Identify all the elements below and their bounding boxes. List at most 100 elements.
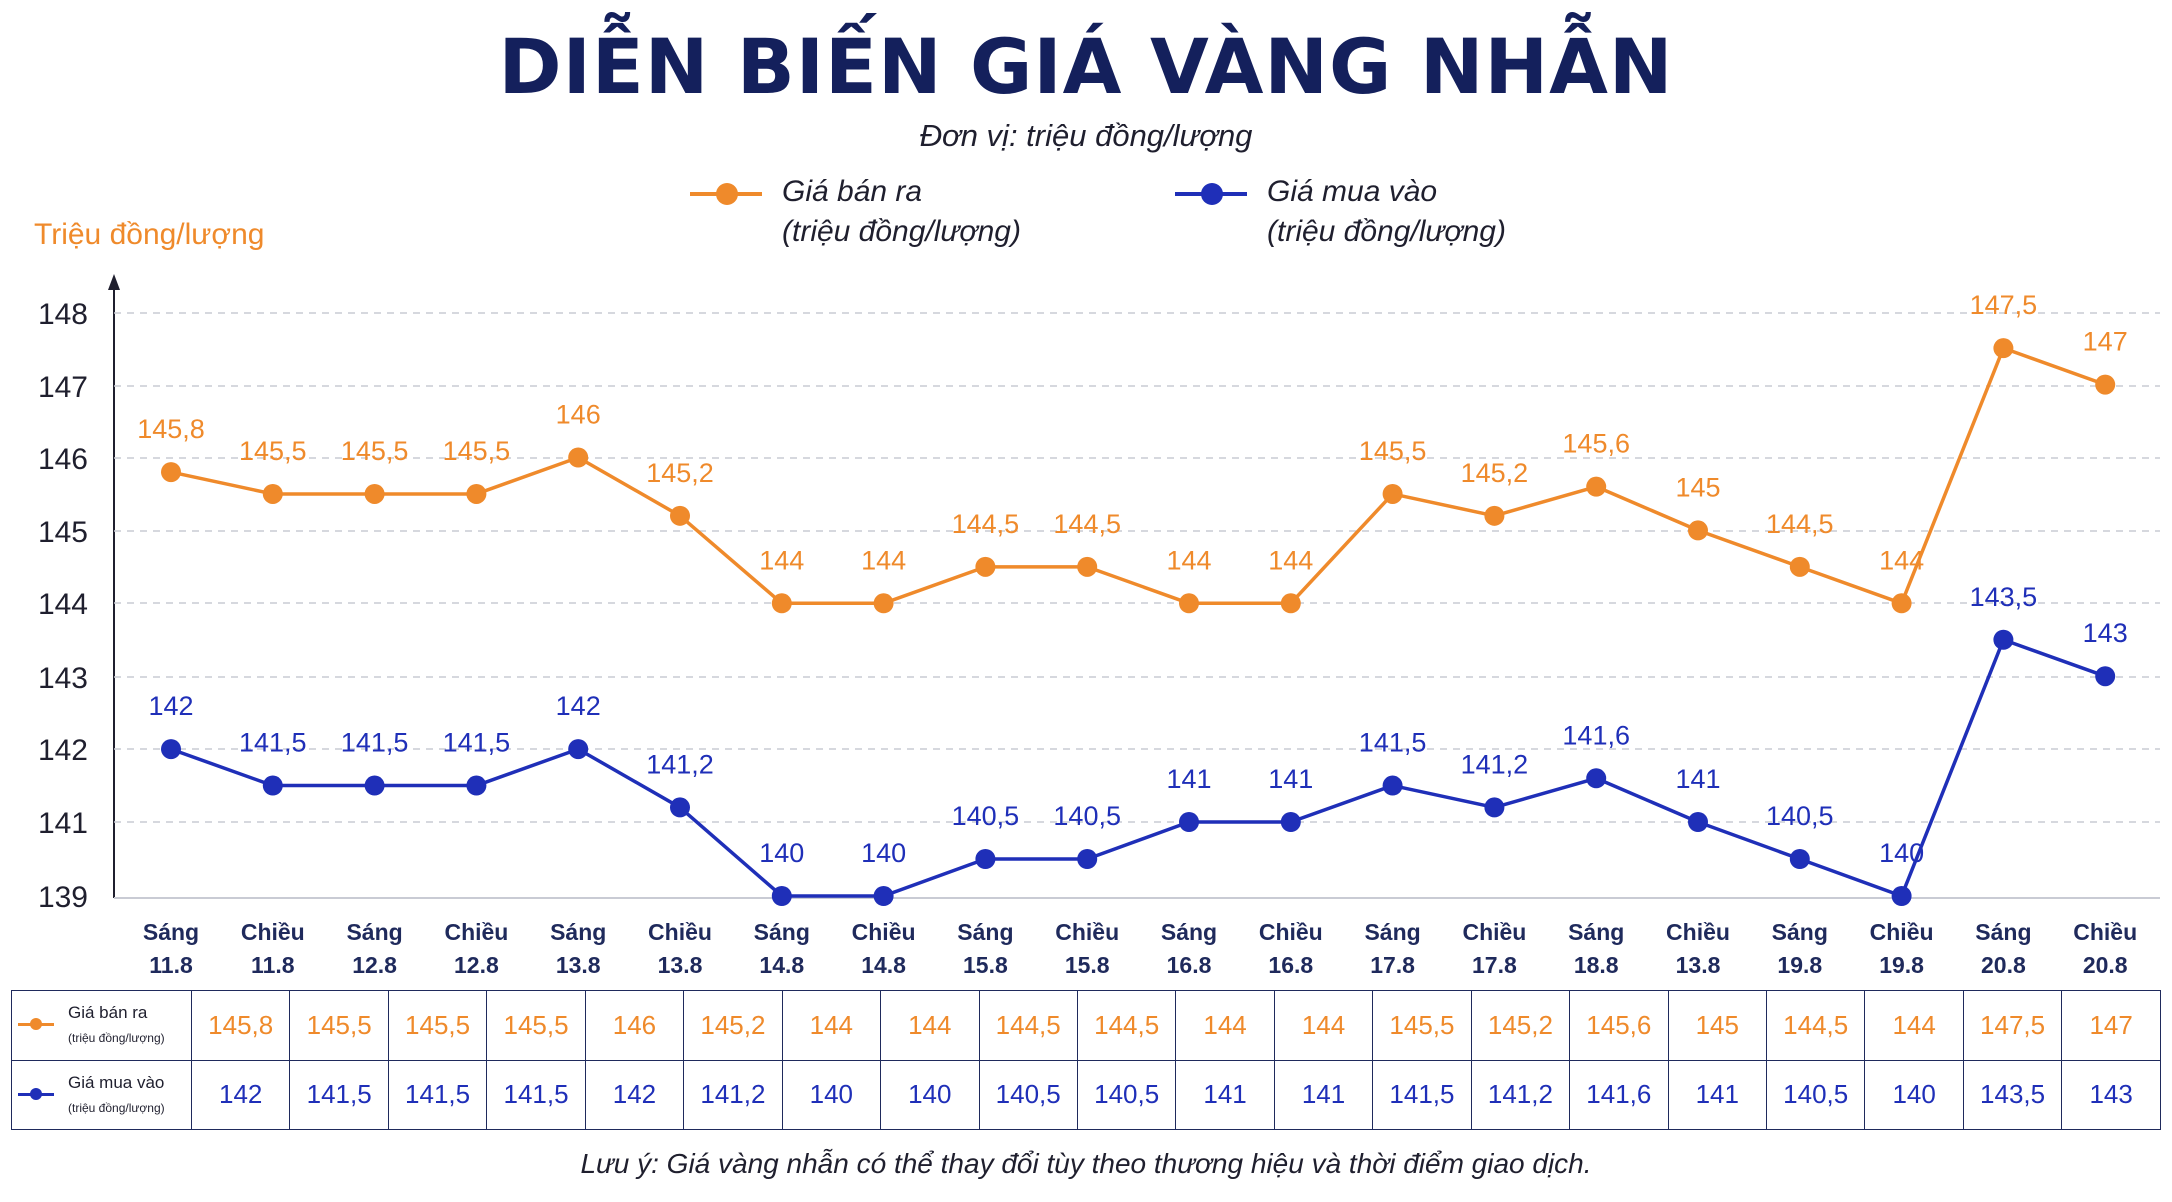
table-cell-buy: 141	[1175, 1059, 1275, 1130]
x-tick-label-session: Chiều	[2073, 919, 2137, 945]
data-point-buy	[873, 886, 894, 906]
x-tick-label-session: Chiều	[1462, 919, 1526, 945]
table-cell-buy: 141,6	[1569, 1059, 1669, 1130]
x-tick-label-date: 13.8	[658, 952, 703, 978]
table-cell-sell: 145,6	[1569, 990, 1669, 1061]
data-label-buy: 141,2	[646, 749, 714, 779]
data-table: Giá bán ra (triệu đồng/lượng) 145,8 145,5…	[11, 990, 2161, 1130]
data-label-buy: 141	[1166, 764, 1211, 794]
data-point-sell	[1382, 483, 1403, 504]
x-tick-label-session: Chiều	[1259, 919, 1323, 945]
table-cell-sell: 145,5	[387, 990, 488, 1061]
table-cell-buy: 141,5	[486, 1059, 586, 1130]
x-tick-label-session: Sáng	[346, 919, 402, 945]
table-cell-sell: 144,5	[1076, 990, 1177, 1061]
data-point-buy	[1789, 849, 1810, 869]
table-cell-sell: 145,2	[683, 990, 783, 1061]
data-label-sell: 145,5	[443, 436, 511, 466]
data-label-buy: 141	[1675, 764, 1720, 794]
data-label-buy: 143	[2083, 618, 2128, 648]
table-cell-sell: 145,5	[1372, 990, 1472, 1061]
table-cell-buy: 141	[1273, 1059, 1374, 1130]
data-point-buy	[975, 849, 996, 869]
y-axis-label: Triệu đồng/lượng	[34, 218, 265, 251]
x-tick-label-session: Sáng	[143, 919, 199, 945]
data-label-buy: 141,5	[341, 728, 409, 758]
data-label-sell: 144,5	[1053, 509, 1121, 539]
footnote: Lưu ý: Giá vàng nhẫn có thể thay đổi tùy…	[580, 1148, 1592, 1179]
data-point-buy	[2095, 666, 2116, 687]
data-point-sell	[2095, 374, 2116, 395]
data-label-sell: 144,5	[1766, 509, 1834, 539]
x-tick-label-date: 15.8	[963, 952, 1008, 978]
x-tick-label-session: Chiều	[1870, 919, 1934, 945]
table-cell-buy: 141,2	[1470, 1059, 1571, 1130]
x-tick-label-date: 11.8	[251, 952, 295, 978]
data-point-buy	[771, 886, 792, 906]
data-label-sell: 147,5	[1970, 290, 2038, 320]
table-cell-sell: 147,5	[1962, 990, 2063, 1061]
data-point-sell	[364, 483, 385, 504]
x-tick-label-date: 18.8	[1574, 952, 1619, 978]
row-unit-buy: (triệu đồng/lượng)	[68, 1100, 165, 1115]
table-cell-sell: 145,8	[190, 990, 291, 1061]
table-row-buy: Giá mua vào (triệu đồng/lượng) 142 141,5 1…	[11, 1059, 2161, 1130]
data-label-buy: 141,6	[1562, 720, 1630, 750]
table-cell-sell: 144,5	[1765, 990, 1866, 1061]
x-tick-label-date: 15.8	[1065, 952, 1110, 978]
x-tick-label-session: Chiều	[1666, 919, 1730, 945]
data-point-sell	[161, 462, 181, 483]
data-label-buy: 142	[556, 691, 601, 721]
table-cell-buy: 140	[880, 1059, 980, 1130]
legend-unit-sell: (triệu đồng/lượng)	[782, 215, 1021, 248]
x-tick-label-session: Sáng	[1161, 919, 1217, 945]
y-tick-label-148: 148	[38, 298, 88, 331]
data-point-buy	[1484, 797, 1505, 818]
table-cell-sell: 147	[2061, 990, 2161, 1061]
table-cell-sell: 144	[1273, 990, 1374, 1061]
table-row-sell: Giá bán ra (triệu đồng/lượng) 145,8 145,5…	[11, 990, 2161, 1061]
data-label-sell: 146	[556, 400, 601, 430]
table-cell-sell: 145,2	[1470, 990, 1571, 1061]
chart-title: DIỄN BIẾN GIÁ VÀNG NHẪN	[498, 22, 1674, 111]
data-point-buy	[1586, 768, 1607, 789]
y-tick-label-147: 147	[38, 371, 88, 404]
data-point-sell	[1688, 520, 1708, 541]
data-point-buy	[670, 797, 690, 818]
data-point-buy	[1688, 812, 1708, 832]
data-label-buy: 142	[148, 691, 193, 721]
data-label-buy: 140	[759, 838, 804, 868]
table-cell-sell: 144	[880, 990, 980, 1061]
x-tick-label-session: Chiều	[444, 919, 508, 945]
x-tick-label-date: 16.8	[1167, 952, 1212, 978]
legend-label-buy: Giá mua vào (triệu đồng/lượng)	[1267, 172, 1506, 252]
table-cell-buy: 141,5	[387, 1059, 488, 1130]
table-cell-sell: 144	[1175, 990, 1275, 1061]
y-tick-label-139: 139	[38, 881, 88, 914]
data-label-sell: 144	[1879, 545, 1924, 575]
data-label-sell: 145,2	[1461, 458, 1529, 488]
data-label-sell: 144,5	[952, 509, 1020, 539]
x-tick-label-date: 20.8	[2083, 952, 2128, 978]
data-label-buy: 141,5	[1359, 728, 1427, 758]
table-cell-buy: 141,2	[683, 1059, 783, 1130]
data-label-sell: 145	[1675, 472, 1720, 502]
table-cell-buy: 142	[584, 1059, 685, 1130]
x-tick-label-date: 13.8	[556, 952, 601, 978]
data-point-buy	[1891, 886, 1912, 906]
data-label-buy: 141,2	[1461, 749, 1529, 779]
data-label-sell: 145,6	[1562, 429, 1630, 459]
data-point-sell	[1280, 593, 1301, 614]
table-cell-sell: 144,5	[978, 990, 1078, 1061]
data-point-sell	[1077, 556, 1098, 577]
table-cell-buy: 140	[781, 1059, 882, 1130]
x-tick-label-date: 12.8	[352, 952, 397, 978]
y-tick-label-144: 144	[38, 588, 88, 621]
x-tick-label-date: 16.8	[1268, 952, 1313, 978]
x-tick-label-session: Sáng	[1568, 919, 1624, 945]
data-point-buy	[1077, 849, 1098, 869]
x-tick-label-session: Sáng	[754, 919, 810, 945]
data-point-buy	[466, 775, 487, 796]
y-tick-label-142: 142	[38, 734, 88, 767]
table-cell-buy: 141	[1667, 1059, 1768, 1130]
